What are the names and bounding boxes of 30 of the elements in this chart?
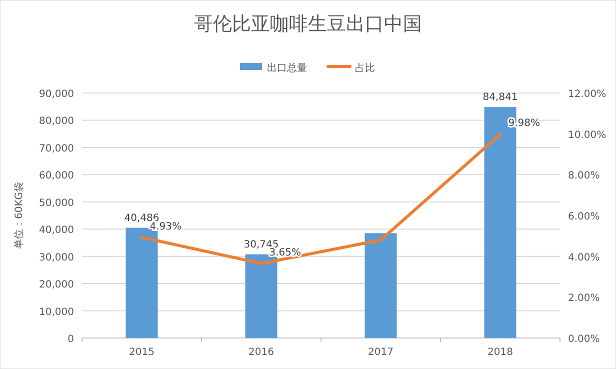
legend-label: 占比 [355, 62, 375, 74]
y-tick-label: 90,000 [39, 89, 74, 100]
x-tick-label: 2017 [368, 347, 394, 358]
y2-tick-label: 0.00% [568, 334, 600, 345]
y2-tick-label: 8.00% [568, 170, 600, 182]
x-tick-label: 2015 [129, 347, 154, 358]
data-label: 84,841 [482, 92, 518, 104]
data-label: 40,486 [124, 212, 160, 224]
y-tick-label: 30,000 [39, 252, 74, 264]
y-axis-title: 单位：60KG袋 [13, 182, 25, 250]
x-tick-label: 2018 [488, 347, 513, 358]
bar [364, 233, 397, 338]
y2-tick-label: 2.00% [568, 293, 600, 304]
bar [245, 254, 278, 338]
chart-title: 哥伦比亚咖啡生豆出口中国 [194, 13, 422, 35]
y-tick-label: 60,000 [39, 170, 74, 182]
y-tick-label: 0 [68, 334, 74, 345]
y2-tick-label: 12.00% [568, 89, 606, 100]
y-tick-label: 40,000 [39, 225, 74, 236]
y-tick-label: 70,000 [39, 143, 74, 154]
y2-tick-label: 6.00% [568, 212, 600, 222]
y2-tick-label: 4.00% [568, 252, 600, 264]
y2-tick-label: 10.00% [568, 130, 606, 141]
y-tick-label: 10,000 [39, 306, 74, 318]
data-label: 4.93% [150, 221, 182, 232]
y-tick-label: 50,000 [39, 198, 74, 209]
x-tick-label: 2016 [248, 347, 274, 358]
legend-label: 出口总量 [267, 62, 307, 74]
y-tick-label: 20,000 [39, 280, 74, 291]
y-tick-label: 80,000 [39, 116, 74, 128]
